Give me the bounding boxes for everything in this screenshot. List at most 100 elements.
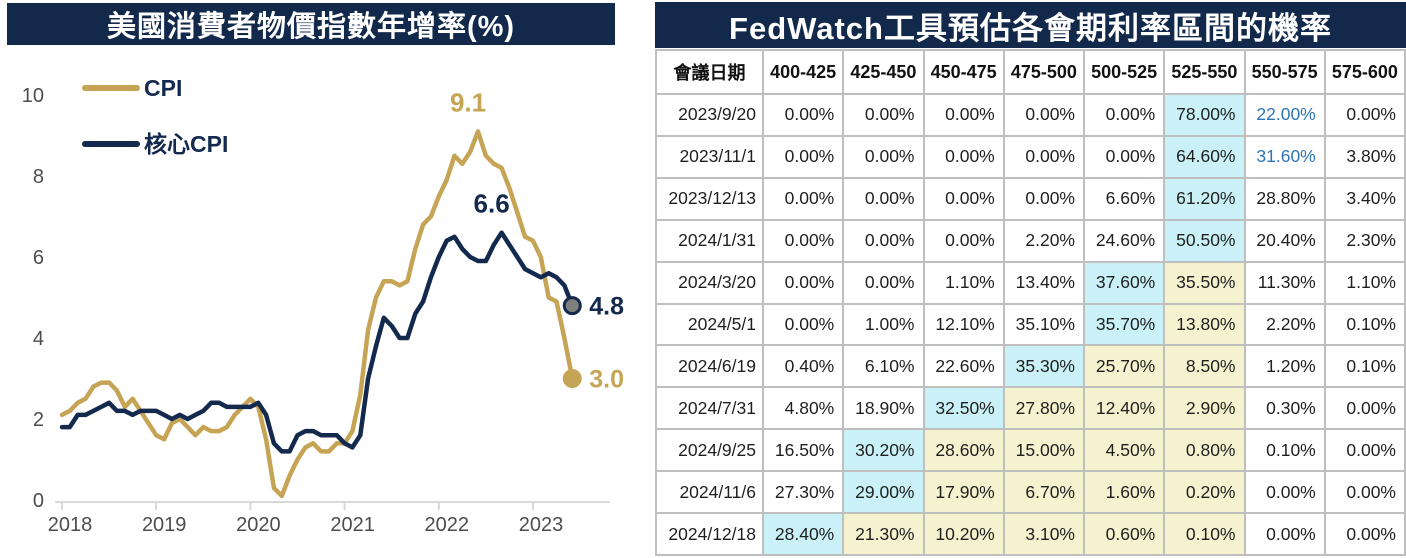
probability-cell: 0.80%: [1163, 428, 1246, 473]
probability-cell: 35.10%: [1002, 302, 1086, 347]
y-axis-tick-label: 8: [33, 166, 44, 188]
probability-cell: 0.00%: [842, 176, 925, 221]
y-axis-tick-label: 2: [33, 409, 44, 431]
meeting-date-cell: 2023/9/20: [655, 93, 764, 137]
probability-cell: 1.00%: [842, 302, 925, 347]
probability-cell: 0.00%: [1243, 470, 1326, 515]
probability-cell: 0.10%: [1243, 428, 1326, 473]
end-marker-CPI: [562, 369, 582, 388]
probability-cell: 0.00%: [1243, 512, 1326, 556]
chart-title: 美國消費者物價指數年增率(%): [7, 3, 615, 45]
probability-cell: 20.40%: [1243, 218, 1326, 263]
probability-cell: 1.10%: [922, 260, 1005, 305]
table-row: 2024/5/1 0.00% 1.00% 12.10% 35.10% 35.70% 13.8…: [655, 302, 1406, 347]
probability-cell: 2.20%: [1243, 302, 1326, 347]
probability-cell: 0.00%: [1323, 428, 1406, 473]
probability-cell: 21.30%: [842, 512, 925, 556]
probability-cell: 0.00%: [1082, 134, 1166, 179]
table-row: 2024/12/18 28.40% 21.30% 10.20% 3.10% 0.60% 0.…: [655, 512, 1406, 556]
probability-cell: 11.30%: [1243, 260, 1326, 305]
end-value-label: 3.0: [589, 366, 624, 394]
probability-cell: 0.00%: [1002, 93, 1086, 137]
table-row: 2024/6/19 0.40% 6.10% 22.60% 35.30% 25.70% 8.5…: [655, 344, 1406, 389]
probability-cell: 3.80%: [1323, 134, 1406, 179]
probability-cell: 0.00%: [1002, 176, 1086, 221]
probability-cell: 0.00%: [1323, 93, 1406, 137]
probability-cell: 0.00%: [922, 134, 1005, 179]
table-row: 2024/3/20 0.00% 0.00% 1.10% 13.40% 37.60% 35.5…: [655, 260, 1406, 305]
probability-cell: 0.00%: [761, 218, 845, 263]
probability-cell: 6.10%: [842, 344, 925, 389]
probability-cell: 22.00%: [1243, 93, 1326, 137]
probability-cell: 15.00%: [1002, 428, 1086, 473]
probability-cell: 0.10%: [1323, 344, 1406, 389]
meeting-date-cell: 2024/5/1: [655, 302, 764, 347]
probability-cell: 13.40%: [1002, 260, 1086, 305]
probability-cell: 0.00%: [922, 218, 1005, 263]
probability-cell: 37.60%: [1082, 260, 1166, 305]
probability-cell: 35.30%: [1002, 344, 1086, 389]
probability-cell: 35.70%: [1082, 302, 1166, 347]
y-axis-tick-label: 6: [33, 247, 44, 269]
probability-cell: 3.40%: [1323, 176, 1406, 221]
x-axis-tick-label: 2018: [48, 514, 93, 536]
probability-cell: 31.60%: [1243, 134, 1326, 179]
probability-cell: 0.00%: [1002, 134, 1086, 179]
meeting-date-cell: 2024/9/25: [655, 428, 764, 473]
probability-cell: 32.50%: [922, 386, 1005, 431]
y-axis-tick-label: 0: [33, 490, 44, 512]
probability-cell: 0.30%: [1243, 386, 1326, 431]
table-header-row: 會議日期 400-425 425-450 450-475 475-500 500-525 5…: [655, 49, 1406, 95]
probability-cell: 64.60%: [1163, 134, 1246, 179]
meeting-date-cell: 2023/11/1: [655, 134, 764, 179]
probability-cell: 1.60%: [1082, 470, 1166, 515]
table-title: FedWatch工具預估各會期利率區間的機率: [655, 2, 1406, 48]
probability-cell: 27.30%: [761, 470, 845, 515]
meeting-date-cell: 2024/1/31: [655, 218, 764, 263]
probability-cell: 3.10%: [1002, 512, 1086, 556]
table-row: 2023/11/1 0.00% 0.00% 0.00% 0.00% 0.00% 64.60%…: [655, 134, 1406, 179]
x-axis-tick-label: 2020: [236, 514, 281, 536]
probability-cell: 8.50%: [1163, 344, 1246, 389]
legend-label-核心CPI: 核心CPI: [144, 131, 228, 157]
column-header-range: 550-575: [1243, 49, 1326, 95]
meeting-date-cell: 2024/12/18: [655, 512, 764, 556]
meeting-date-cell: 2023/12/13: [655, 176, 764, 221]
cpi-line-chart: 0 2 4 6 8 10 2018 2019 2020 2021 2022 2023 3.0 9.1 4.8…: [22, 75, 624, 536]
series-line-CPI: [59, 129, 575, 499]
probability-cell: 17.90%: [922, 470, 1005, 515]
probability-cell: 0.00%: [922, 93, 1005, 137]
series-line-核心CPI: [59, 230, 575, 454]
column-header-range: 525-550: [1163, 49, 1246, 95]
x-axis-tick-label: 2021: [330, 514, 375, 536]
probability-cell: 0.10%: [1163, 512, 1246, 556]
end-marker-核心CPI: [562, 296, 582, 316]
probability-cell: 22.60%: [922, 344, 1005, 389]
legend-label-CPI: CPI: [144, 75, 182, 101]
probability-cell: 0.00%: [1323, 512, 1406, 556]
probability-cell: 0.00%: [761, 302, 845, 347]
column-header-range: 500-525: [1082, 49, 1166, 95]
probability-cell: 18.90%: [842, 386, 925, 431]
probability-cell: 0.00%: [1323, 386, 1406, 431]
probability-cell: 0.00%: [1082, 93, 1166, 137]
x-axis-tick-label: 2019: [142, 514, 187, 536]
probability-cell: 0.00%: [761, 176, 845, 221]
probability-cell: 0.00%: [1323, 470, 1406, 515]
probability-cell: 6.60%: [1082, 176, 1166, 221]
probability-cell: 2.30%: [1323, 218, 1406, 263]
column-header-range: 425-450: [842, 49, 925, 95]
column-header-range: 400-425: [761, 49, 845, 95]
probability-cell: 2.20%: [1002, 218, 1086, 263]
table-row: 2024/1/31 0.00% 0.00% 0.00% 2.20% 24.60% 50.50…: [655, 218, 1406, 263]
probability-cell: 78.00%: [1163, 93, 1246, 137]
probability-cell: 25.70%: [1082, 344, 1166, 389]
probability-cell: 6.70%: [1002, 470, 1086, 515]
probability-cell: 28.80%: [1243, 176, 1326, 221]
probability-cell: 1.20%: [1243, 344, 1326, 389]
column-header-range: 575-600: [1323, 49, 1406, 95]
probability-cell: 4.80%: [761, 386, 845, 431]
probability-cell: 1.10%: [1323, 260, 1406, 305]
probability-cell: 0.00%: [842, 260, 925, 305]
y-axis-tick-label: 4: [33, 328, 44, 350]
